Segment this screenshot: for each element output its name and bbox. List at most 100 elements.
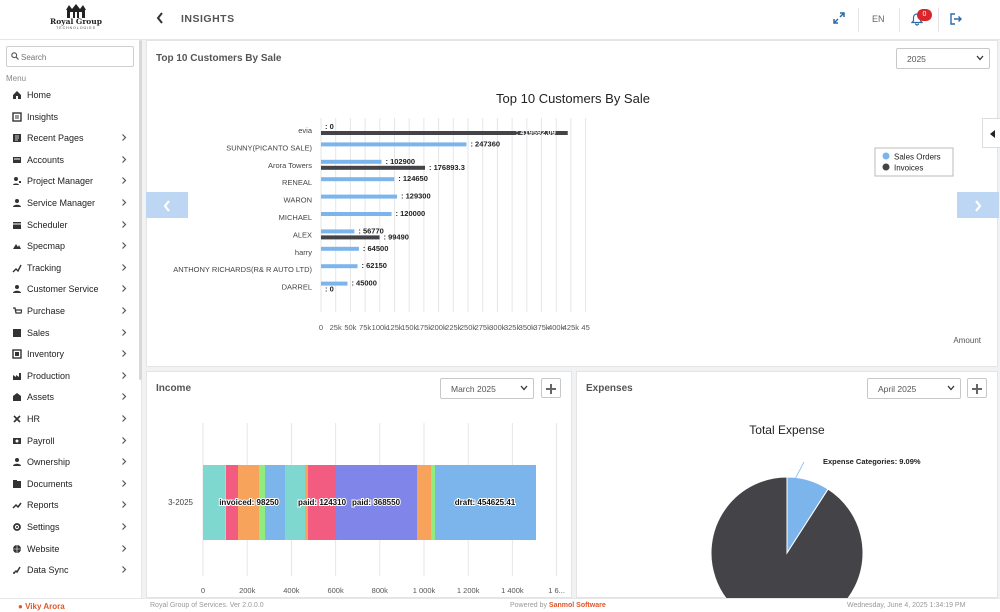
- income-segment[interactable]: [203, 465, 225, 540]
- plus-icon: [546, 384, 556, 395]
- chevron-down-icon: [947, 385, 955, 391]
- sales-order-bar[interactable]: [321, 281, 348, 286]
- back-button[interactable]: [156, 11, 164, 27]
- y-category-label: Arora Towers: [268, 161, 312, 170]
- sales-order-bar[interactable]: [321, 264, 358, 269]
- sidebar-item-settings[interactable]: Settings: [0, 517, 140, 537]
- invoice-bar[interactable]: [321, 235, 380, 240]
- invoice-bar[interactable]: [321, 165, 426, 170]
- income-segment[interactable]: [259, 465, 265, 540]
- sidebar-item-assets[interactable]: Assets: [0, 387, 140, 407]
- y-category-label: evia: [298, 126, 313, 135]
- add-income-button[interactable]: [541, 378, 561, 398]
- sidebar-item-label: Production: [27, 370, 71, 381]
- hr-icon: [13, 415, 21, 423]
- footer: ● Viky Arora Royal Group of Services. Ve…: [0, 598, 1000, 612]
- sidebar-item-purchase[interactable]: Purchase: [0, 301, 140, 321]
- x-tick-label: 375k: [533, 323, 550, 332]
- fullscreen-button[interactable]: [833, 12, 845, 26]
- expenses-month-select[interactable]: April 2025: [867, 378, 961, 399]
- sidebar-item-recent-pages[interactable]: Recent Pages: [0, 128, 140, 148]
- sidebar-item-insights[interactable]: Insights: [0, 107, 140, 127]
- invoice-value-label: : 176893.3: [429, 163, 465, 172]
- sales-order-bar[interactable]: [321, 159, 382, 164]
- sales-order-bar[interactable]: [321, 194, 398, 199]
- current-user-name: Viky Arora: [25, 602, 65, 611]
- sidebar-scrollbar[interactable]: [139, 40, 142, 380]
- sidebar-item-project-manager[interactable]: Project Manager: [0, 171, 140, 191]
- carousel-next-button[interactable]: [957, 192, 999, 218]
- sales-order-value-label: : 64500: [363, 244, 388, 253]
- search-input[interactable]: [21, 50, 129, 64]
- sidebar-item-home[interactable]: Home: [0, 85, 140, 105]
- sales-order-bar[interactable]: [321, 142, 467, 147]
- sidebar-item-sales[interactable]: Sales: [0, 323, 140, 343]
- sidebar-item-label: Tracking: [27, 262, 62, 273]
- income-segment[interactable]: [265, 465, 285, 540]
- side-panel-toggle[interactable]: [982, 118, 1000, 148]
- x-tick-label: 225k: [445, 323, 462, 332]
- income-segment[interactable]: [435, 465, 536, 540]
- sidebar-item-label: Recent Pages: [27, 133, 84, 144]
- carousel-prev-button[interactable]: [146, 192, 188, 218]
- sidebar-item-reports[interactable]: Reports: [0, 495, 140, 515]
- powered-by-brand[interactable]: Sanmol Software: [548, 602, 606, 609]
- sidebar-item-data-sync[interactable]: Data Sync: [0, 560, 140, 580]
- sidebar-item-tracking[interactable]: Tracking: [0, 258, 140, 278]
- sidebar-item-accounts[interactable]: Accounts: [0, 150, 140, 170]
- language-selector[interactable]: EN: [872, 14, 885, 24]
- invoice-bar[interactable]: [321, 131, 568, 135]
- sidebar-item-label: Assets: [27, 392, 55, 403]
- sales-order-value-label: : 124650: [398, 174, 428, 183]
- x-tick-label: 250k: [460, 323, 477, 332]
- income-segment[interactable]: [431, 465, 435, 540]
- sidebar-item-label: Inventory: [27, 349, 65, 360]
- sales-order-value-label: : 0: [325, 122, 334, 131]
- sidebar-item-website[interactable]: Website: [0, 539, 140, 559]
- add-expense-button[interactable]: [967, 378, 987, 398]
- income-segment[interactable]: [226, 465, 238, 540]
- assets-icon: [13, 393, 21, 402]
- chevron-right-icon: [122, 177, 127, 185]
- sidebar-search[interactable]: [6, 46, 134, 67]
- income-segment[interactable]: [417, 465, 431, 540]
- sidebar-item-label: Settings: [27, 522, 60, 532]
- legend-invoices[interactable]: Invoices: [894, 164, 923, 173]
- chart-legend[interactable]: Sales Orders Invoices: [874, 147, 954, 177]
- sales-order-bar[interactable]: [321, 246, 359, 251]
- x-tick-label: 50k: [344, 323, 356, 332]
- header-divider: [938, 8, 939, 32]
- chevron-right-icon: [122, 566, 127, 574]
- income-segment[interactable]: [305, 465, 308, 540]
- income-month-select[interactable]: March 2025: [440, 378, 534, 399]
- company-logo[interactable]: Royal Group TECHNOLOGIES: [48, 4, 104, 36]
- sidebar-item-documents[interactable]: Documents: [0, 474, 140, 494]
- sidebar-item-production[interactable]: Production: [0, 366, 140, 386]
- income-segment[interactable]: [238, 465, 259, 540]
- sidebar-item-ownership[interactable]: Ownership: [0, 452, 140, 472]
- income-segment[interactable]: [225, 465, 226, 540]
- logout-button[interactable]: [949, 13, 962, 27]
- x-tick-label: 75k: [359, 323, 371, 332]
- sidebar-item-payroll[interactable]: Payroll: [0, 431, 140, 451]
- income-segment[interactable]: [336, 465, 417, 540]
- sales-order-bar[interactable]: [321, 212, 392, 216]
- year-select[interactable]: 2025: [896, 48, 990, 69]
- sales-order-bar[interactable]: [321, 177, 395, 182]
- sidebar-item-customer-service[interactable]: Customer Service: [0, 279, 140, 299]
- income-chart: 3-2025 invoiced: 98250 paid: 124310 paid: …: [168, 423, 565, 595]
- sidebar-item-hr[interactable]: HR: [0, 409, 140, 429]
- current-user[interactable]: ● Viky Arora: [18, 602, 65, 611]
- sidebar-item-inventory[interactable]: Inventory: [0, 344, 140, 364]
- pie-slice[interactable]: [710, 476, 864, 598]
- income-segment[interactable]: [285, 465, 305, 540]
- income-segment[interactable]: [308, 465, 336, 540]
- x-tick-label: 45: [581, 323, 589, 332]
- sidebar-item-scheduler[interactable]: Scheduler: [0, 215, 140, 235]
- sales-order-bar[interactable]: [321, 229, 355, 234]
- header-divider: [858, 8, 859, 32]
- income-month-value: March 2025: [451, 384, 496, 394]
- sidebar-item-specmap[interactable]: Specmap: [0, 236, 140, 256]
- legend-sales-orders[interactable]: Sales Orders: [894, 153, 941, 162]
- sidebar-item-service-manager[interactable]: Service Manager: [0, 193, 140, 213]
